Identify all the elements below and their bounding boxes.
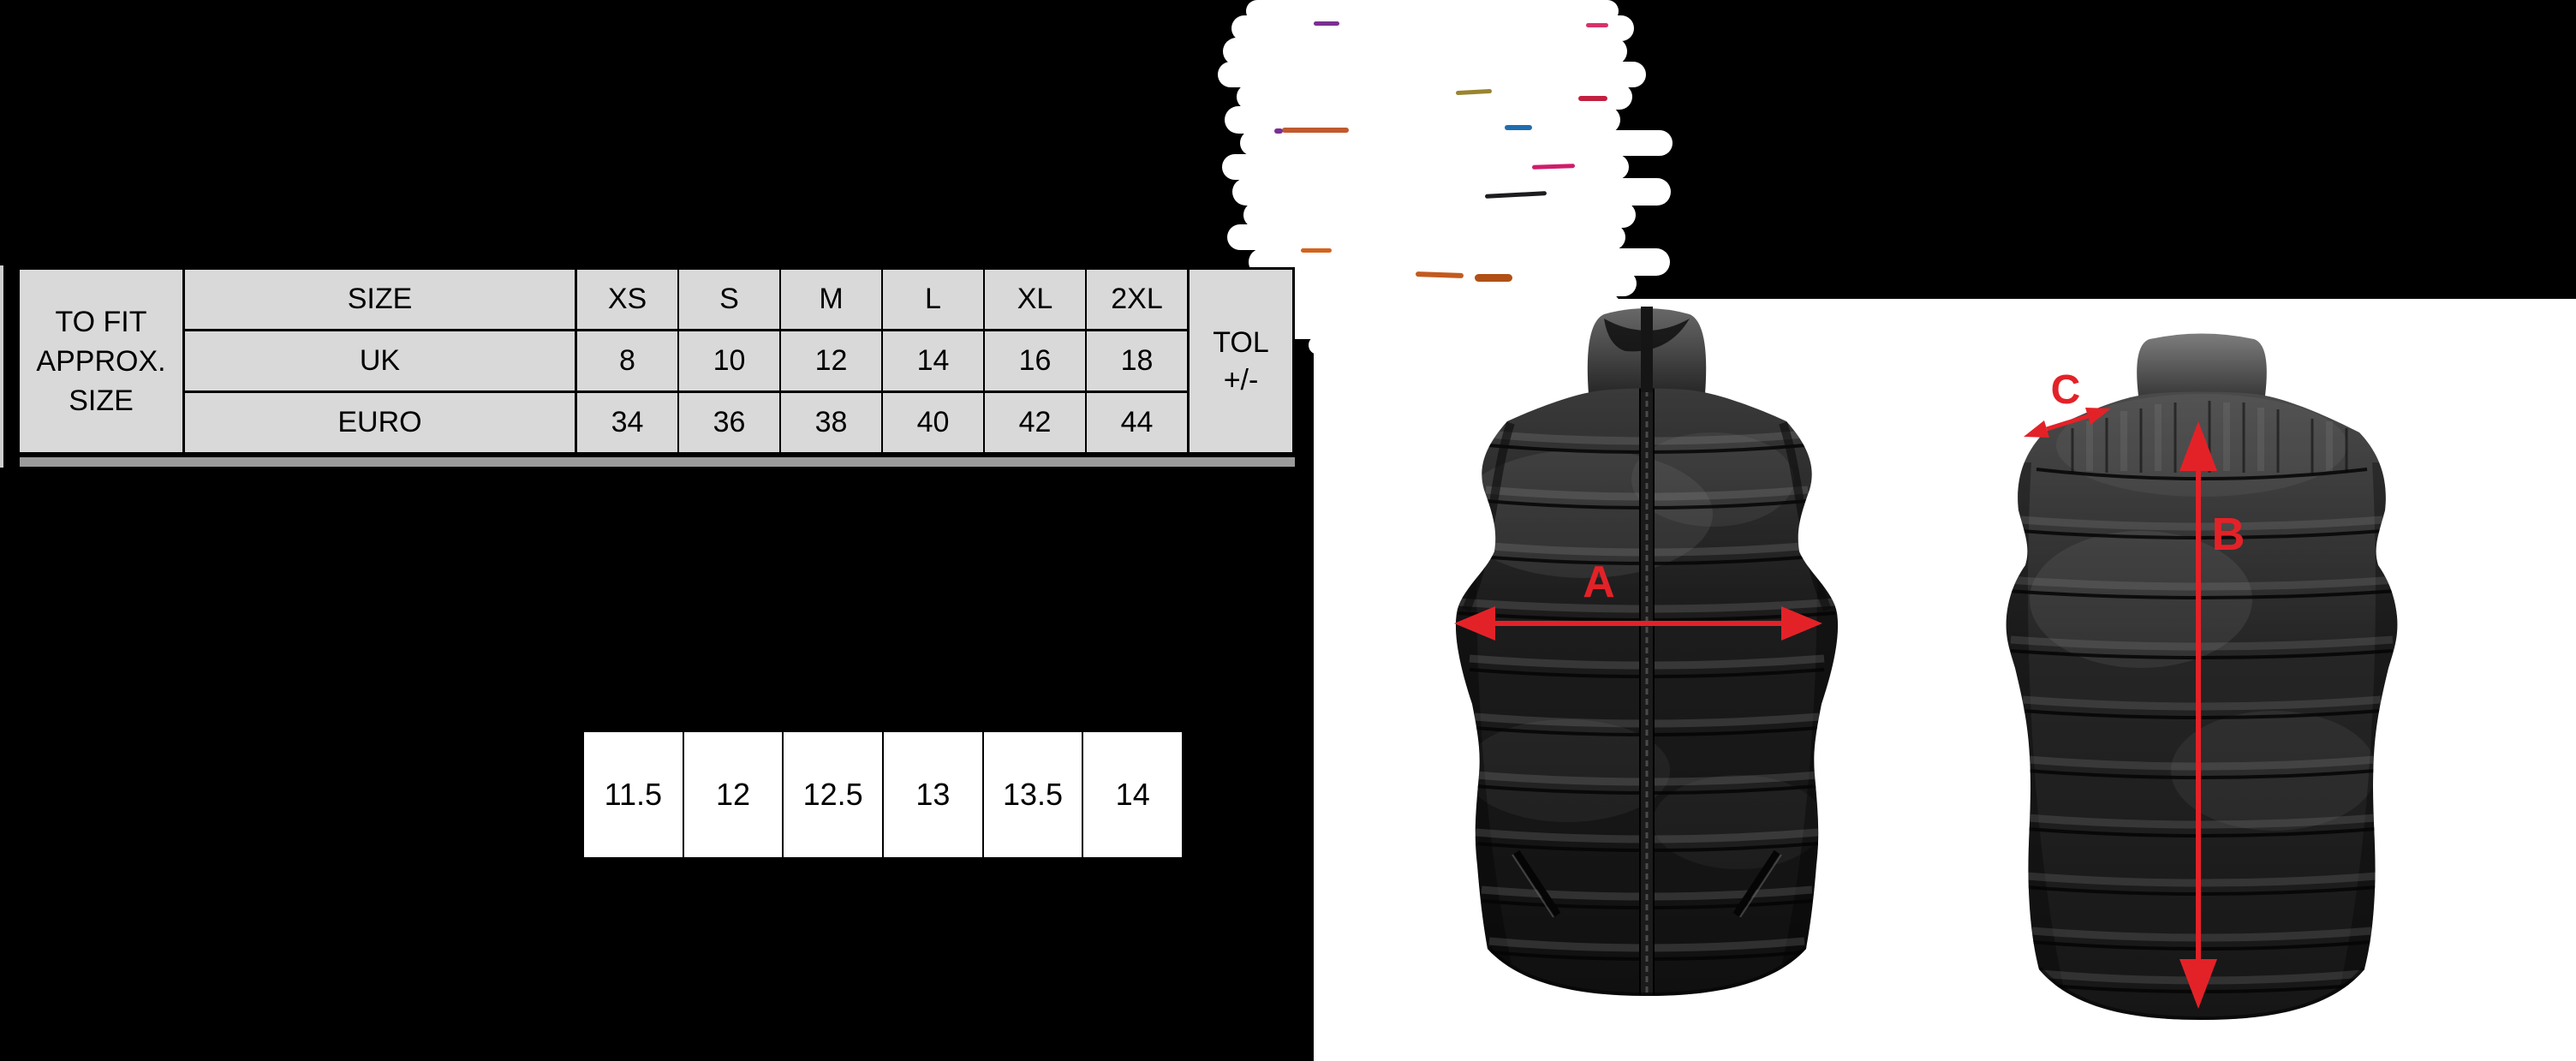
label-B: B bbox=[2212, 509, 2245, 560]
arrow-B-back-length: B bbox=[2179, 421, 2245, 1009]
row-header-to-fit-approx-size: TO FIT APPROX. SIZE bbox=[20, 270, 185, 452]
tolerance-cell: TOL +/- bbox=[1187, 270, 1292, 452]
logo-remnant-speck bbox=[1282, 128, 1349, 133]
tolerance-line: +/- bbox=[1223, 363, 1259, 396]
erased-logo-scribble bbox=[1199, 0, 1696, 368]
size-cell: 16 bbox=[983, 331, 1085, 390]
vest-front-photo bbox=[1455, 307, 1839, 996]
table-row-size: SIZE XS S M L XL 2XL bbox=[185, 270, 1187, 331]
row-label: EURO bbox=[337, 406, 422, 438]
row-label: UK bbox=[359, 344, 401, 377]
measurement-value-cell: 13 bbox=[882, 732, 982, 857]
size-cell: 2XL bbox=[1085, 270, 1187, 329]
garment-measurement-diagram: A B C bbox=[1314, 299, 2576, 1061]
arrow-C-shoulder: C bbox=[2024, 367, 2111, 438]
size-cell: 40 bbox=[881, 393, 983, 452]
label-C: C bbox=[2051, 367, 2081, 413]
arrowhead-right bbox=[1781, 606, 1822, 641]
row-header-line: APPROX. bbox=[36, 344, 166, 378]
size-cell: 12 bbox=[779, 331, 881, 390]
vest-back-body bbox=[2006, 391, 2398, 1020]
logo-remnant-speck bbox=[1274, 128, 1283, 134]
size-cell: 42 bbox=[983, 393, 1085, 452]
vest-back-collar bbox=[2137, 333, 2267, 402]
size-cell: M bbox=[779, 270, 881, 329]
arrowhead-right bbox=[2085, 408, 2111, 425]
measurement-value-cell: 13.5 bbox=[981, 732, 1082, 857]
arrowhead-bottom bbox=[2179, 959, 2217, 1009]
size-cell: 14 bbox=[881, 331, 983, 390]
row-label: SIZE bbox=[347, 283, 413, 315]
measurement-value-cell: 11.5 bbox=[584, 732, 683, 857]
table-row-uk: UK 8 10 12 14 16 18 bbox=[185, 331, 1187, 393]
label-A: A bbox=[1583, 557, 1615, 607]
vest-front-pocket-right bbox=[1732, 849, 1780, 917]
row-header-line: SIZE bbox=[69, 384, 134, 417]
logo-remnant-speck bbox=[1301, 248, 1332, 253]
table-underline-bar bbox=[20, 457, 1295, 467]
page-edge-sliver bbox=[0, 265, 3, 468]
size-cell: 44 bbox=[1085, 393, 1187, 452]
logo-remnant-speck bbox=[1314, 21, 1339, 26]
size-cell: L bbox=[881, 270, 983, 329]
arrow-A-chest-width: A bbox=[1454, 557, 1822, 641]
size-cell: 34 bbox=[575, 393, 677, 452]
logo-remnant-speck bbox=[1505, 125, 1532, 130]
arrowhead-top bbox=[2179, 421, 2217, 471]
row-header-line: TO FIT bbox=[55, 305, 147, 338]
logo-remnant-speck bbox=[1586, 23, 1608, 27]
arrowhead-left bbox=[2024, 420, 2049, 438]
size-table-grid: SIZE XS S M L XL 2XL UK 8 10 12 14 16 18… bbox=[185, 270, 1187, 452]
size-cell: 36 bbox=[677, 393, 779, 452]
arrowhead-left bbox=[1454, 606, 1495, 641]
size-cell: XS bbox=[575, 270, 677, 329]
size-cell: 38 bbox=[779, 393, 881, 452]
measurement-value-cell: 12.5 bbox=[782, 732, 883, 857]
size-cell: 18 bbox=[1085, 331, 1187, 390]
size-cell: S bbox=[677, 270, 779, 329]
size-cell: 8 bbox=[575, 331, 677, 390]
tolerance-line: TOL bbox=[1213, 325, 1269, 359]
measurement-value-cell: 12 bbox=[682, 732, 783, 857]
measurement-value-cell: 14 bbox=[1082, 732, 1183, 857]
logo-remnant-speck bbox=[1475, 274, 1512, 282]
logo-remnant-speck bbox=[1578, 96, 1607, 101]
measurement-values-row: 11.5 12 12.5 13 13.5 14 bbox=[582, 730, 1184, 859]
measurement-arrows: A B C bbox=[1454, 367, 2245, 1009]
table-row-euro: EURO 34 36 38 40 42 44 bbox=[185, 393, 1187, 452]
vest-front-pocket-left bbox=[1513, 849, 1561, 917]
size-chart-table: TO FIT APPROX. SIZE SIZE XS S M L XL 2XL… bbox=[17, 267, 1295, 455]
size-cell: 10 bbox=[677, 331, 779, 390]
size-cell: XL bbox=[983, 270, 1085, 329]
